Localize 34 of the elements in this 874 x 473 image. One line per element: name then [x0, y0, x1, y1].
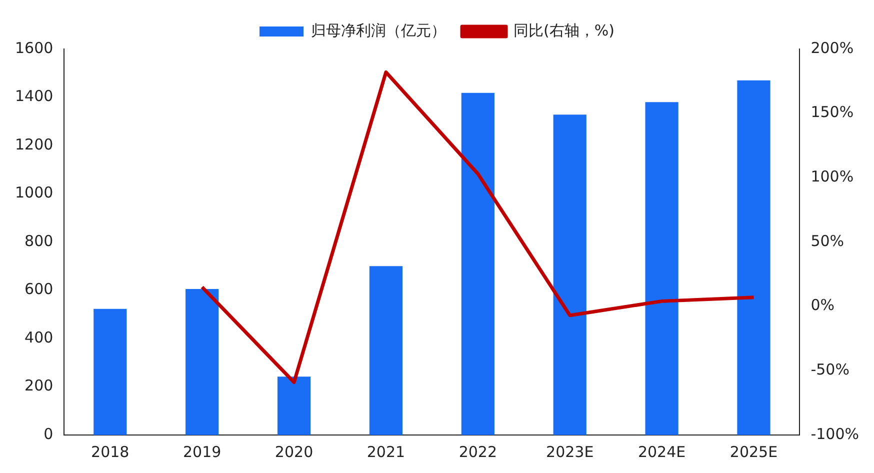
bar: [369, 266, 403, 435]
y-tick-label: 1400: [14, 87, 54, 106]
x-tick-label: 2022: [458, 442, 498, 461]
x-tick-label: 2025E: [730, 442, 778, 461]
bar: [737, 80, 770, 435]
y2-tick-label: -100%: [810, 424, 859, 443]
y-tick-label: 1200: [14, 135, 54, 154]
x-tick-label: 2018: [91, 442, 130, 461]
y-tick-label: 0: [44, 424, 54, 443]
bar: [461, 92, 494, 435]
y-tick-label: 600: [24, 280, 54, 298]
x-tick-label: 2023E: [546, 442, 594, 461]
y2-tick-label: 50%: [810, 232, 844, 250]
y-tick-label: 200: [24, 376, 54, 395]
y2-tick-label: 200%: [810, 38, 854, 57]
y-tick-label: 400: [24, 328, 54, 346]
legend-label: 归母净利润（亿元）: [311, 21, 446, 40]
bar: [553, 114, 586, 435]
x-tick-label: 2021: [366, 442, 406, 461]
y-tick-label: 1600: [14, 38, 54, 57]
y-tick-label: 1000: [14, 184, 54, 202]
y2-tick-label: 100%: [810, 168, 854, 186]
x-tick-label: 2019: [182, 442, 222, 461]
bar: [645, 102, 678, 435]
bar: [186, 289, 219, 435]
bar: [277, 376, 311, 435]
y2-tick-label: 0%: [810, 296, 834, 314]
bar: [94, 308, 127, 435]
legend-label: 同比(右轴，%): [514, 21, 614, 40]
y-tick-label: 800: [24, 232, 54, 250]
x-tick-label: 2020: [274, 442, 314, 461]
x-tick-label: 2024E: [638, 442, 686, 461]
y2-tick-label: 150%: [810, 103, 854, 122]
y2-tick-label: -50%: [810, 360, 850, 379]
